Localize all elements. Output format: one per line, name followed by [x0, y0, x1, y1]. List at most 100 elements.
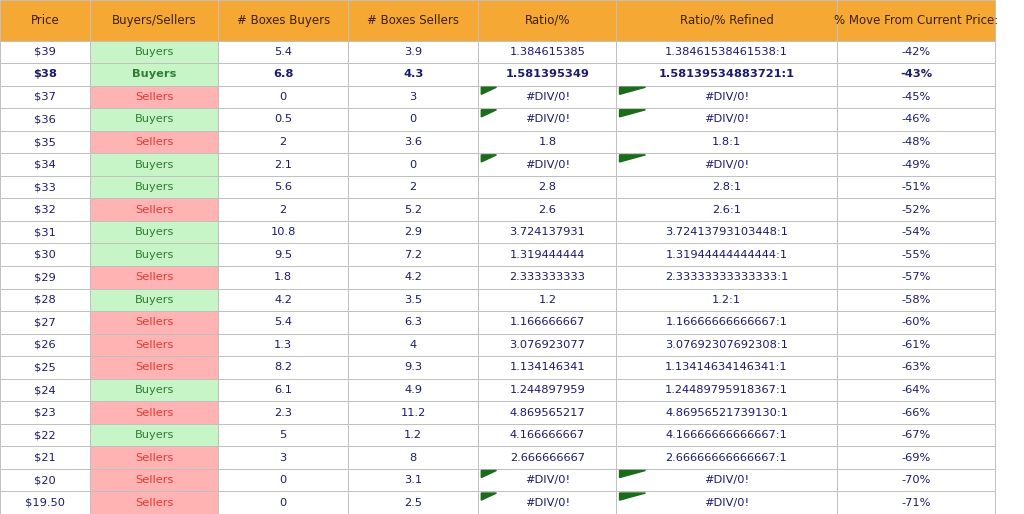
Bar — [0, 198, 90, 221]
Text: $32: $32 — [34, 205, 56, 215]
Text: 9.5: 9.5 — [274, 250, 292, 260]
Bar — [348, 379, 478, 401]
Bar — [0, 469, 90, 491]
Text: Buyers: Buyers — [134, 47, 174, 57]
Bar — [478, 86, 616, 108]
Text: 3.6: 3.6 — [404, 137, 422, 147]
Text: 2.8:1: 2.8:1 — [712, 182, 741, 192]
Text: 1.2:1: 1.2:1 — [712, 295, 741, 305]
Text: -63%: -63% — [901, 362, 931, 373]
Bar — [90, 379, 218, 401]
Text: 1.8:1: 1.8:1 — [712, 137, 741, 147]
Text: $26: $26 — [34, 340, 56, 350]
Text: Sellers: Sellers — [135, 408, 173, 417]
Text: $37: $37 — [34, 92, 56, 102]
Text: $31: $31 — [34, 227, 56, 237]
Bar — [478, 491, 616, 514]
Bar — [348, 424, 478, 446]
Bar — [90, 288, 218, 311]
Text: 4.86956521739130:1: 4.86956521739130:1 — [665, 408, 788, 417]
Text: -66%: -66% — [901, 408, 931, 417]
Bar — [837, 424, 995, 446]
Bar — [218, 379, 348, 401]
Bar — [218, 401, 348, 424]
Text: -52%: -52% — [901, 205, 931, 215]
Bar — [0, 311, 90, 334]
Text: Buyers/Sellers: Buyers/Sellers — [112, 14, 197, 27]
Bar — [218, 221, 348, 244]
Text: 2.666666667: 2.666666667 — [510, 453, 585, 463]
Bar — [0, 334, 90, 356]
Text: 8.2: 8.2 — [274, 362, 292, 373]
Text: 2.8: 2.8 — [539, 182, 556, 192]
Text: #DIV/0!: #DIV/0! — [703, 498, 750, 508]
Text: $20: $20 — [34, 475, 56, 485]
Text: #DIV/0!: #DIV/0! — [524, 475, 570, 485]
Text: 2.6:1: 2.6:1 — [712, 205, 741, 215]
Text: Sellers: Sellers — [135, 340, 173, 350]
Text: Ratio/% Refined: Ratio/% Refined — [680, 14, 773, 27]
Text: Ratio/%: Ratio/% — [524, 14, 570, 27]
Text: 4.2: 4.2 — [404, 272, 422, 282]
Bar — [616, 198, 837, 221]
Text: Buyers: Buyers — [134, 430, 174, 440]
Bar — [837, 221, 995, 244]
Text: 7.2: 7.2 — [404, 250, 422, 260]
Polygon shape — [481, 493, 497, 500]
Text: 3: 3 — [410, 92, 417, 102]
Bar — [478, 41, 616, 63]
Bar — [478, 108, 616, 131]
Text: 0: 0 — [410, 159, 417, 170]
Text: -46%: -46% — [901, 115, 931, 124]
Bar — [348, 266, 478, 288]
Text: 1.8: 1.8 — [539, 137, 556, 147]
Bar — [616, 491, 837, 514]
Text: Sellers: Sellers — [135, 272, 173, 282]
Text: 6.8: 6.8 — [273, 69, 293, 79]
Bar — [0, 379, 90, 401]
Text: Sellers: Sellers — [135, 498, 173, 508]
Bar — [616, 244, 837, 266]
Bar — [837, 153, 995, 176]
Bar — [616, 108, 837, 131]
Bar — [348, 176, 478, 198]
Text: # Boxes Buyers: # Boxes Buyers — [237, 14, 330, 27]
Bar — [0, 266, 90, 288]
Text: 4.2: 4.2 — [274, 295, 292, 305]
Bar — [348, 153, 478, 176]
Text: Sellers: Sellers — [135, 475, 173, 485]
Polygon shape — [620, 87, 645, 95]
Bar — [0, 288, 90, 311]
Bar — [0, 63, 90, 86]
Text: -51%: -51% — [901, 182, 931, 192]
Bar — [218, 63, 348, 86]
Bar — [837, 379, 995, 401]
Text: 1.134146341: 1.134146341 — [510, 362, 585, 373]
Text: 5.4: 5.4 — [274, 317, 292, 327]
Bar — [0, 401, 90, 424]
Bar — [616, 446, 837, 469]
Text: 1.166666667: 1.166666667 — [510, 317, 585, 327]
Bar — [837, 356, 995, 379]
Polygon shape — [620, 470, 645, 478]
Bar — [616, 176, 837, 198]
Bar — [837, 198, 995, 221]
Text: Buyers: Buyers — [134, 227, 174, 237]
Bar — [0, 424, 90, 446]
Text: $29: $29 — [34, 272, 56, 282]
Text: 2.1: 2.1 — [274, 159, 292, 170]
Text: 4.16666666666667:1: 4.16666666666667:1 — [666, 430, 787, 440]
Text: -64%: -64% — [901, 385, 931, 395]
Text: -55%: -55% — [901, 250, 931, 260]
Text: 3.72413793103448:1: 3.72413793103448:1 — [665, 227, 788, 237]
Text: 1.319444444: 1.319444444 — [510, 250, 585, 260]
Text: 1.3: 1.3 — [274, 340, 292, 350]
Text: $25: $25 — [34, 362, 56, 373]
Bar — [616, 0, 837, 41]
Bar — [478, 63, 616, 86]
Text: #DIV/0!: #DIV/0! — [703, 115, 750, 124]
Text: 10.8: 10.8 — [270, 227, 296, 237]
Bar — [90, 221, 218, 244]
Bar — [616, 153, 837, 176]
Text: $38: $38 — [33, 69, 57, 79]
